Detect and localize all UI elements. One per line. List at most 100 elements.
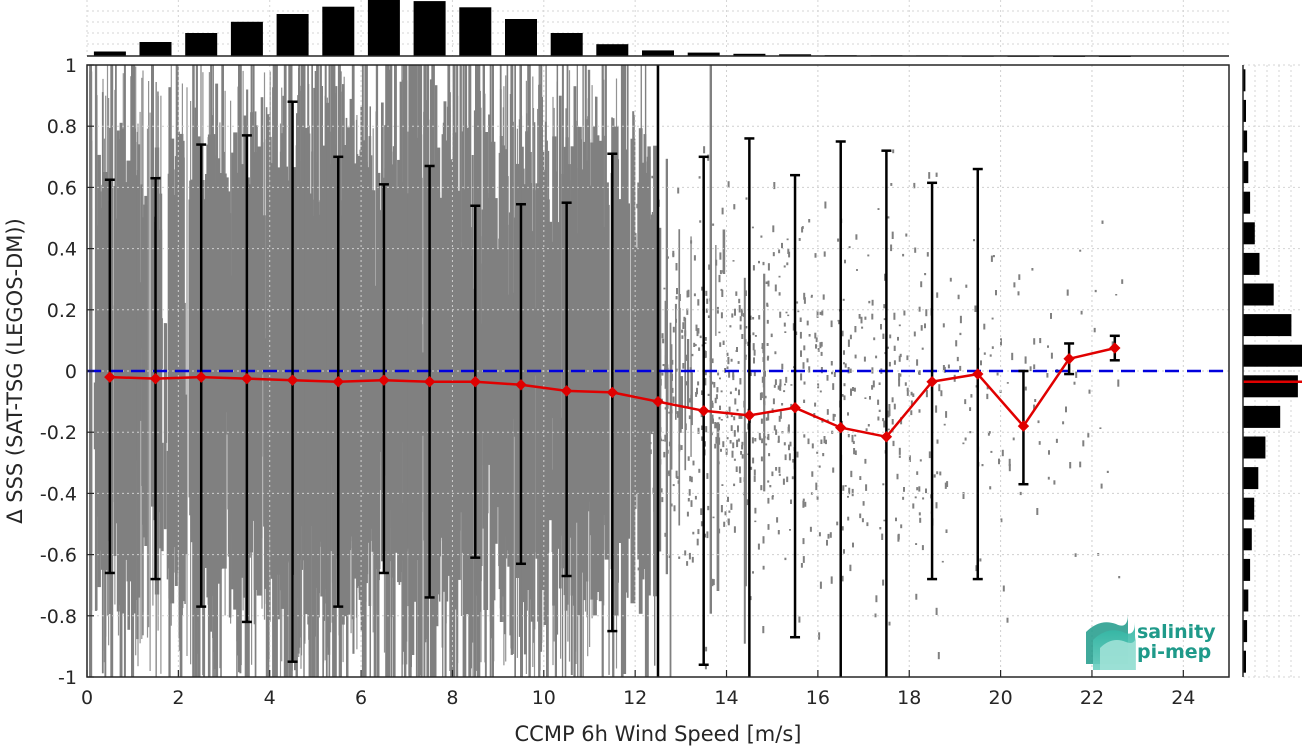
scatter-point (820, 439, 823, 444)
scatter-point (658, 409, 661, 412)
y-axis-ticks: -1 -0.8 -0.6 -0.4 -0.2 0 0.2 0.4 0.6 0.8 1 (40, 55, 94, 689)
scatter-point (942, 323, 945, 328)
scatter-point (722, 441, 725, 448)
mean-marker (789, 402, 801, 414)
scatter-point (659, 436, 662, 441)
scatter-point (883, 318, 886, 321)
scatter-point (848, 487, 851, 495)
scatter-point (775, 429, 778, 435)
scatter-point (964, 399, 967, 405)
scatter-point (841, 330, 844, 337)
scatter-point (900, 524, 903, 529)
scatter-streak (481, 209, 484, 431)
y-tick-label: 1 (65, 55, 77, 77)
scatter-streak (490, 86, 492, 644)
scatter-point (959, 365, 962, 371)
scatter-point (741, 445, 744, 450)
scatter-point (715, 436, 718, 444)
scatter-point (1029, 366, 1032, 372)
scatter-point (918, 306, 921, 312)
scatter-streak (512, 121, 514, 655)
scatter-point (790, 499, 792, 504)
scatter-point (771, 495, 774, 497)
scatter-streak (122, 73, 124, 601)
scatter-point (975, 565, 978, 572)
scatter-point (854, 354, 857, 359)
scatter-point (788, 444, 790, 451)
scatter-point (684, 423, 687, 431)
scatter-point (1121, 279, 1124, 284)
salinity-pi-mep-logo: salinity pi-mep (1086, 614, 1216, 670)
scatter-streak (687, 339, 690, 407)
scatter-point (711, 414, 714, 422)
scatter-point (1019, 491, 1022, 496)
y-tick-label: 0 (65, 361, 77, 383)
y-tick-label: 0.6 (47, 177, 77, 199)
scatter-point (947, 364, 950, 369)
scatter-point (667, 471, 670, 475)
scatter-streak (503, 86, 505, 666)
scatter-point (939, 471, 942, 476)
scatter-streak (238, 134, 240, 651)
scatter-point (727, 356, 730, 365)
scatter-point (677, 187, 680, 194)
scatter-point (833, 371, 836, 377)
right-histogram-bar (1243, 314, 1292, 337)
scatter-point (868, 300, 871, 304)
mean-marker (104, 371, 116, 383)
scatter-point (636, 203, 639, 209)
scatter-point (753, 349, 756, 356)
scatter-point (710, 432, 713, 436)
scatter-point (802, 498, 805, 502)
scatter-point (1088, 389, 1091, 394)
scatter-point (715, 259, 718, 266)
scatter-point (637, 567, 640, 571)
scatter-point (638, 236, 641, 243)
scatter-point (851, 434, 854, 443)
scatter-point (1100, 483, 1103, 489)
scatter-streak (149, 112, 151, 672)
scatter-point (713, 382, 716, 388)
scatter-point (902, 496, 905, 500)
x-axis-ticks: 0 2 4 6 8 10 12 14 16 18 20 22 24 (81, 670, 1195, 709)
mean-marker (286, 374, 299, 386)
scatter-point (664, 532, 667, 537)
scatter-point (918, 486, 921, 492)
scatter-point (990, 255, 993, 262)
scatter-point (933, 474, 936, 478)
scatter-point (733, 204, 736, 210)
scatter-streak (172, 194, 177, 548)
right-histogram-bar (1243, 620, 1248, 643)
scatter-point (843, 395, 846, 401)
scatter-point (1073, 381, 1076, 385)
y-tick-label: -0.4 (40, 483, 77, 505)
scatter-streak (114, 89, 116, 605)
scatter-streak (167, 173, 173, 569)
mean-marker (423, 376, 436, 388)
scatter-point (754, 520, 757, 523)
scatter-point (698, 468, 701, 473)
top-histogram-bar (230, 21, 263, 56)
scatter-streak (263, 72, 266, 620)
scatter-point (675, 263, 678, 271)
scatter-point (898, 355, 901, 362)
scatter-point (869, 396, 871, 400)
scatter-point (789, 529, 791, 531)
scatter-point (636, 309, 639, 315)
scatter-point (712, 223, 715, 226)
scatter-point (798, 616, 801, 623)
scatter-point (703, 146, 706, 154)
x-tick-label: 0 (81, 687, 93, 709)
scatter-streak (105, 95, 107, 637)
scatter-point (766, 357, 769, 361)
right-histogram-bar (1243, 467, 1259, 490)
scatter-point (762, 261, 765, 266)
scatter-point (814, 402, 817, 407)
scatter-point (745, 326, 748, 329)
scatter-streak (284, 71, 286, 676)
scatter-point (1034, 399, 1037, 402)
scatter-streak (675, 308, 677, 420)
scatter-point (918, 409, 921, 413)
scatter-point (1053, 480, 1056, 485)
top-histogram-bars (87, 0, 1229, 57)
